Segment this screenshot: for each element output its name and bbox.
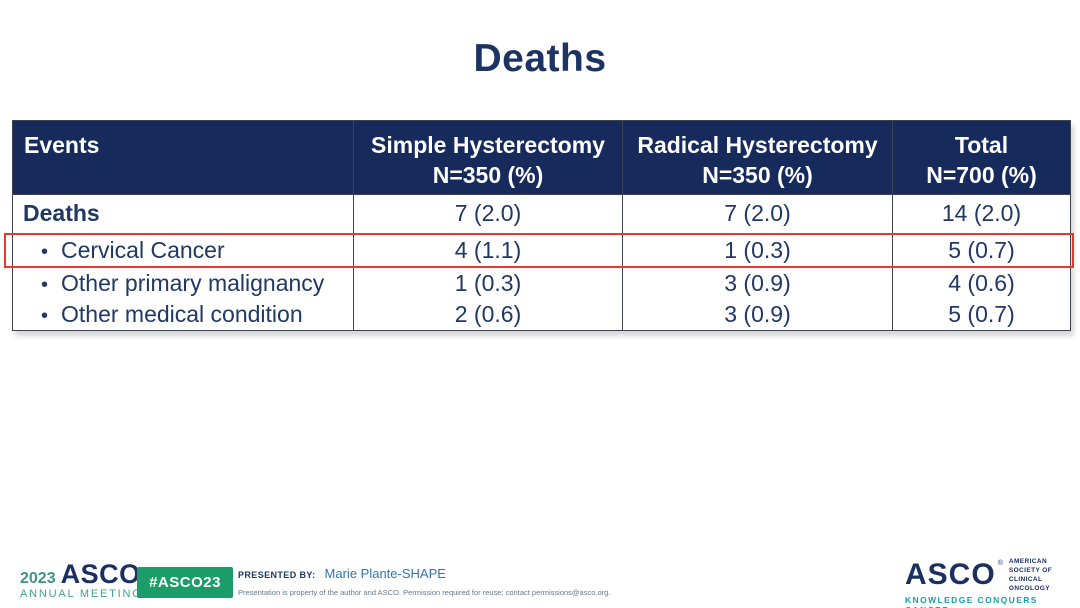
- cell-value: 7 (2.0): [353, 194, 623, 233]
- row-label: • Cervical Cancer: [12, 232, 354, 268]
- cell-value: 4 (1.1): [353, 232, 623, 268]
- hashtag-badge: #ASCO23: [137, 567, 233, 598]
- cell-value: 7 (2.0): [622, 194, 893, 233]
- row-label-text: Other medical condition: [61, 301, 303, 328]
- asco-tagline: KNOWLEDGE CONQUERS CANCER: [905, 595, 1038, 608]
- table-row-deaths: Deaths 7 (2.0) 7 (2.0) 14 (2.0): [12, 194, 1071, 233]
- presented-by-block: PRESENTED BY: Marie Plante-SHAPE Present…: [238, 566, 610, 597]
- cell-value: 14 (2.0): [892, 194, 1071, 233]
- column-header-simple-hysterectomy: Simple Hysterectomy N=350 (%): [353, 120, 623, 195]
- cell-value: 3 (0.9): [622, 267, 893, 300]
- red-highlight-box: [4, 233, 1074, 268]
- presented-by-row: PRESENTED BY: Marie Plante-SHAPE: [238, 566, 610, 581]
- row-label: • Other primary malignancy: [12, 267, 354, 300]
- deaths-table: Events Simple Hysterectomy N=350 (%) Rad…: [12, 120, 1071, 331]
- presented-by-label: PRESENTED BY:: [238, 570, 316, 580]
- table-header-row: Events Simple Hysterectomy N=350 (%) Rad…: [12, 120, 1071, 195]
- table-row-cervical-cancer: • Cervical Cancer 4 (1.1) 1 (0.3) 5 (0.7): [12, 232, 1071, 268]
- row-label: Deaths: [12, 194, 354, 233]
- row-label: • Other medical condition: [12, 299, 354, 331]
- permission-disclaimer: Presentation is property of the author a…: [238, 588, 611, 597]
- column-header-label: Total: [954, 132, 1009, 158]
- column-header-total: Total N=700 (%): [892, 120, 1071, 195]
- bullet-icon: •: [41, 274, 49, 296]
- column-header-label: Simple Hysterectomy: [371, 132, 605, 158]
- row-label-text: Other primary malignancy: [61, 270, 325, 296]
- bullet-icon: •: [41, 305, 49, 328]
- meeting-logo-row: 2023 ASCO ®: [20, 561, 152, 588]
- table-row-other-medical-condition: • Other medical condition 2 (0.6) 3 (0.9)…: [12, 299, 1071, 331]
- slide-title: Deaths: [473, 37, 607, 80]
- column-header-label: Events: [24, 132, 100, 158]
- asco-annual-meeting-logo: 2023 ASCO ® ANNUAL MEETING: [20, 561, 152, 601]
- row-label-text: Deaths: [23, 200, 100, 227]
- column-header-sub: N=350 (%): [702, 162, 813, 188]
- cell-value: 5 (0.7): [892, 299, 1071, 331]
- column-header-sub: N=350 (%): [432, 162, 544, 188]
- annual-meeting-label: ANNUAL MEETING: [20, 588, 143, 600]
- column-header-radical-hysterectomy: Radical Hysterectomy N=350 (%): [622, 120, 893, 195]
- column-header-sub: N=700 (%): [926, 162, 1037, 188]
- cell-value: 3 (0.9): [622, 299, 893, 331]
- column-header-events: Events: [12, 120, 354, 195]
- row-label-text: Cervical Cancer: [61, 236, 225, 263]
- society-name-text: AMERICAN SOCIETY OF CLINICAL ONCOLOGY: [1009, 557, 1080, 593]
- presenter-name: Marie Plante-SHAPE: [324, 566, 446, 581]
- cell-value: 1 (0.3): [353, 267, 623, 300]
- asco-wordmark: ASCO: [60, 559, 141, 589]
- bullet-icon: •: [41, 240, 49, 263]
- society-name-line2: CLINICAL ONCOLOGY: [1008, 576, 1050, 592]
- asco-wordmark: ASCO: [905, 558, 996, 591]
- registered-mark-icon: ®: [997, 560, 1003, 567]
- cell-value: 4 (0.6): [892, 267, 1071, 300]
- meeting-year: 2023: [20, 570, 56, 587]
- column-header-label: Radical Hysterectomy: [637, 132, 878, 158]
- cell-value: 5 (0.7): [892, 232, 1071, 268]
- asco-logo-row: ASCO ® AMERICAN SOCIETY OF CLINICAL ONCO…: [905, 557, 1080, 593]
- cell-value: 2 (0.6): [353, 299, 623, 331]
- society-name-line1: AMERICAN SOCIETY OF: [1008, 558, 1053, 574]
- table-row-other-primary-malignancy: • Other primary malignancy 1 (0.3) 3 (0.9…: [12, 267, 1071, 300]
- asco-society-logo: ASCO ® AMERICAN SOCIETY OF CLINICAL ONCO…: [905, 557, 1080, 608]
